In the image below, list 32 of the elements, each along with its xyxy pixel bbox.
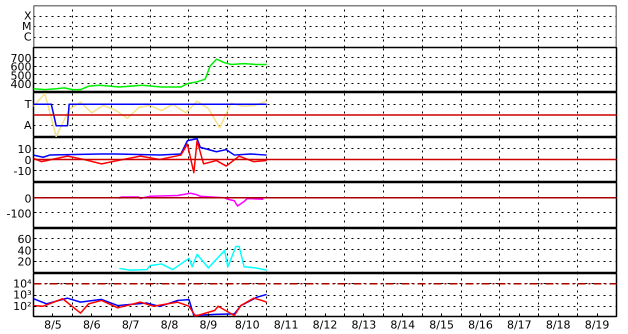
text: M (22, 20, 32, 33)
y-tick-label: 10² (13, 300, 32, 313)
y-tick-label: 0 (24, 192, 32, 206)
y-tick-label: -100 (6, 207, 32, 220)
x-tick-label: 8/12 (312, 318, 338, 332)
x-tick-label: 8/8 (160, 318, 178, 332)
x-tick-label: 8/5 (44, 318, 62, 332)
text: A (24, 119, 32, 132)
x-tick-label: 8/19 (584, 318, 610, 332)
x-tick-label: 8/18 (546, 318, 571, 332)
x-tick-label: 8/16 (468, 318, 493, 332)
x-tick-label: 8/11 (274, 318, 298, 332)
y-tick-label: 20 (18, 256, 32, 269)
y-tick-label: 10 (18, 142, 32, 156)
x-tick-label: 8/7 (122, 318, 140, 332)
x-tick-label: 8/9 (200, 318, 218, 332)
y-tick-label: 400 (10, 78, 32, 92)
x-tick-label: 8/6 (82, 318, 101, 332)
y-tick-label: -10 (14, 164, 32, 178)
text: X (24, 10, 32, 22)
text: C (24, 30, 32, 44)
x-tick-label: 8/17 (506, 318, 532, 332)
y-tick-label: 10⁴ (13, 277, 32, 290)
x-tick-label: 8/14 (390, 318, 416, 332)
y-tick-label: 40 (18, 244, 32, 258)
x-tick-label: 8/10 (234, 318, 260, 332)
y-tick-label: 0 (24, 154, 32, 167)
y-tick-label: 10³ (13, 288, 32, 302)
text: T (24, 98, 32, 111)
x-tick-label: 8/13 (352, 318, 376, 332)
y-tick-label: 60 (18, 233, 32, 246)
x-tick-label: 8/15 (429, 318, 454, 332)
